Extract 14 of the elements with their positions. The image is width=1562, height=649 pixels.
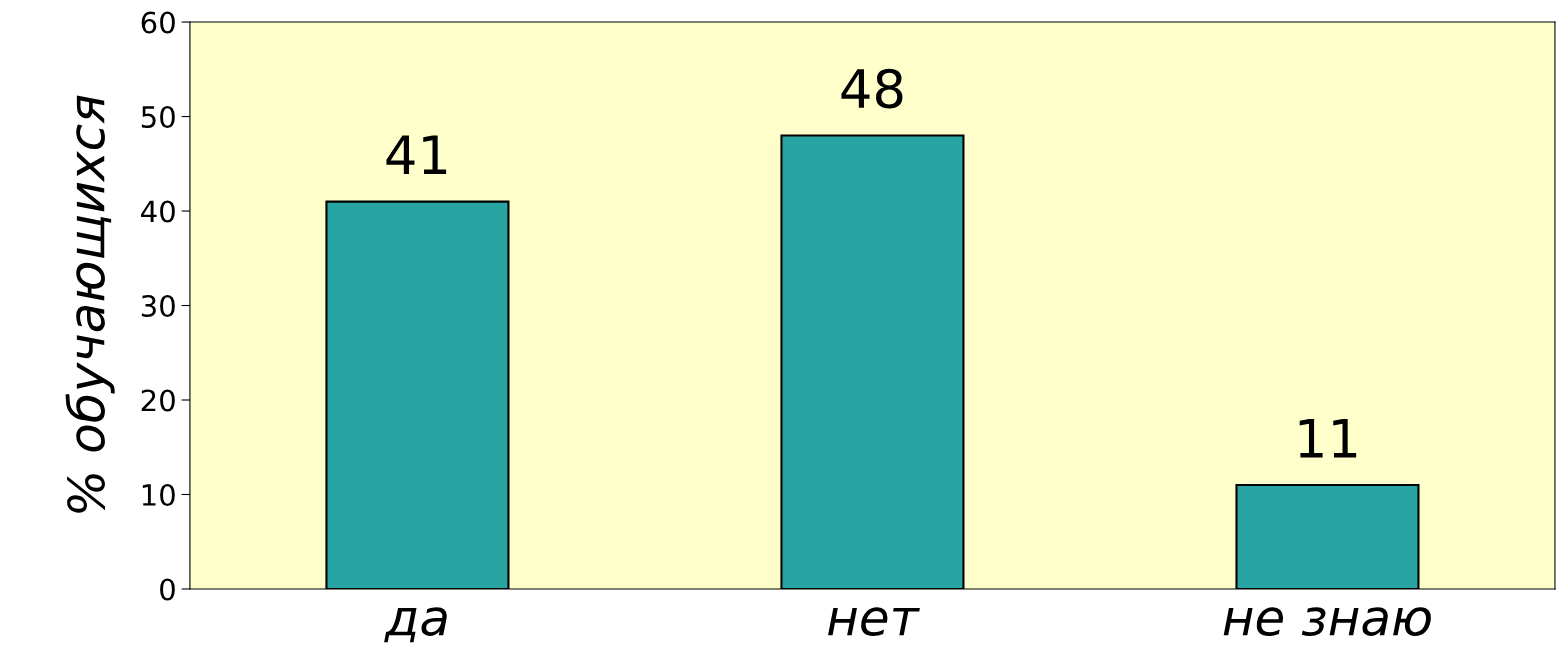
y-tick-label: 30: [141, 294, 175, 318]
y-tick-label: 0: [160, 578, 175, 601]
y-tick-label: 60: [141, 11, 175, 34]
y-axis-title: % обучающихся: [65, 95, 115, 513]
x-tick-label: да: [384, 607, 447, 643]
y-tick-label: 20: [141, 389, 175, 412]
x-tick-label: не знаю: [1223, 607, 1431, 636]
y-tick-label: 50: [141, 105, 175, 129]
data-label: 41: [386, 135, 447, 174]
y-tick-label: 10: [142, 483, 175, 506]
data-label: 48: [841, 68, 903, 109]
data-label: 11: [1299, 418, 1357, 458]
x-tick-label: нет: [828, 607, 920, 636]
y-tick-label: 40: [141, 200, 175, 223]
